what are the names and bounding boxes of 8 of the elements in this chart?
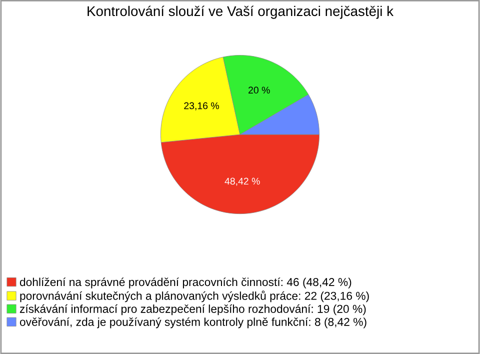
legend-label: porovnávání skutečných a plánovaných výsledků práce: 22 (23,16 %): [20, 290, 369, 302]
data-label: 23,16 %: [184, 102, 219, 110]
chart-title: Kontrolování slouží ve Vaší organizaci nejčastěji k: [88, 6, 394, 19]
data-label: 20 %: [248, 86, 270, 94]
data-label: 48,42 %: [224, 178, 260, 186]
legend-label: ověřování, zda je používaný systém kontroly plně funkční: 8 (8,42 %): [20, 317, 366, 328]
legend-label: dohlížení na správné provádění pracovních činností: 46 (48,42 %): [20, 278, 352, 288]
legend-label: získávání informací pro zabezpečení lepšího rozhodování: 19 (20 %): [20, 304, 366, 316]
